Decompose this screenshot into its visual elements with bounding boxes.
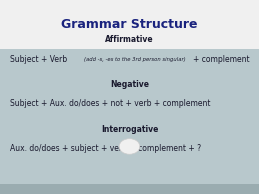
Circle shape bbox=[119, 139, 140, 154]
Text: Subject + Aux. do/does + not + verb + complement: Subject + Aux. do/does + not + verb + co… bbox=[10, 99, 211, 108]
Text: Grammar Structure: Grammar Structure bbox=[61, 18, 198, 31]
Text: Subject + Verb: Subject + Verb bbox=[10, 55, 70, 64]
Text: + complement: + complement bbox=[193, 55, 250, 64]
Text: (add -s, -es to the 3rd person singular): (add -s, -es to the 3rd person singular) bbox=[84, 57, 186, 62]
Bar bbox=[0, 184, 259, 194]
Text: Affirmative: Affirmative bbox=[105, 35, 154, 44]
Text: Aux. do/does + subject + verb + complement + ?: Aux. do/does + subject + verb + compleme… bbox=[10, 144, 202, 153]
Text: Negative: Negative bbox=[110, 80, 149, 89]
Bar bbox=[0, 0, 259, 48]
Text: Interrogative: Interrogative bbox=[101, 125, 158, 133]
